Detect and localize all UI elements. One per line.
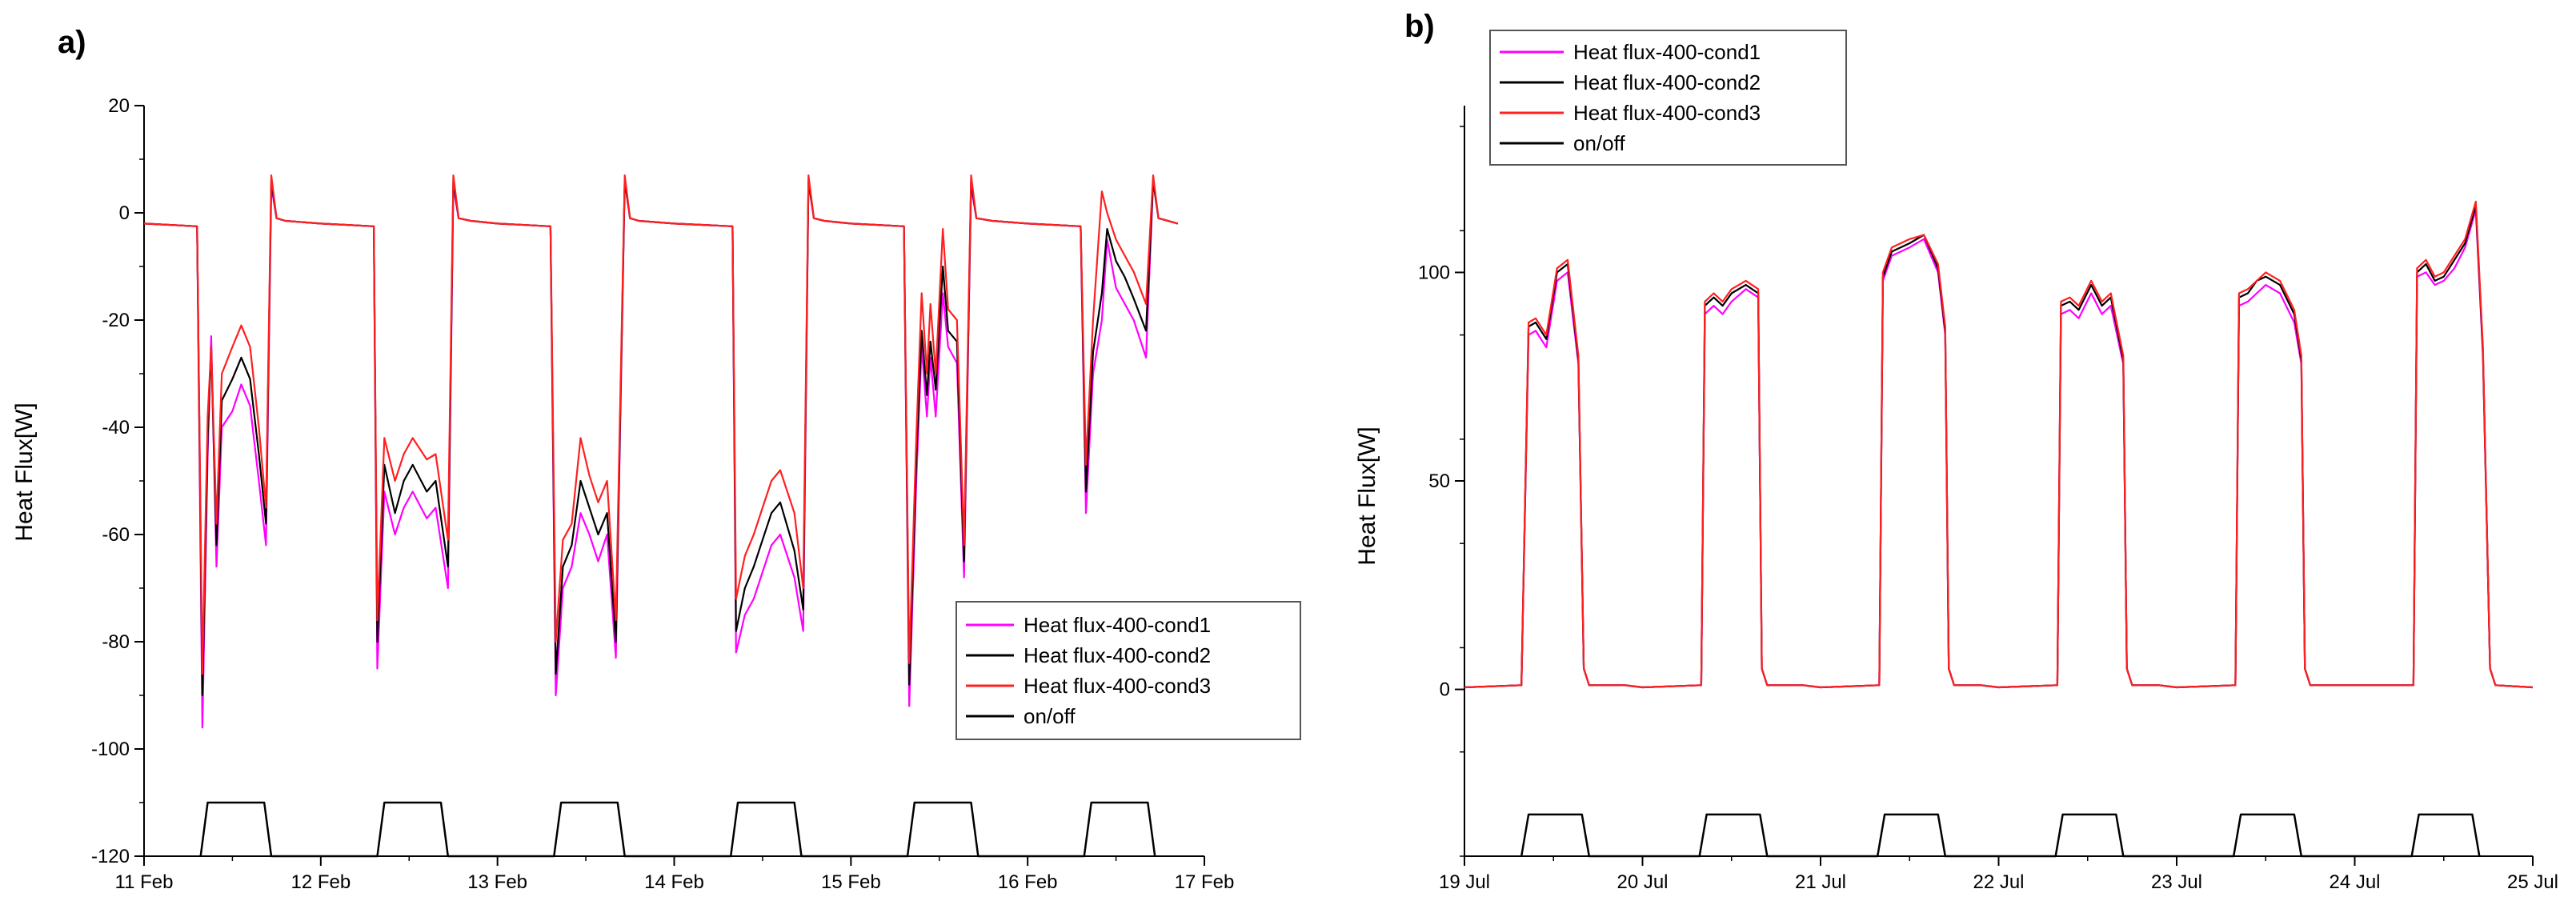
panel-b-xtick-label: 19 Jul bbox=[1439, 871, 1490, 893]
panel-b-label: b) bbox=[1404, 9, 1435, 44]
panel-a-ytick-label: -120 bbox=[91, 846, 130, 867]
panel-a-legend-label: Heat flux-400-cond3 bbox=[1024, 674, 1211, 698]
panel-b-xtick-label: 22 Jul bbox=[1973, 871, 2024, 893]
panel-b-xtick-label: 23 Jul bbox=[2151, 871, 2202, 893]
panel-b-ytick-label: 50 bbox=[1428, 471, 1450, 492]
panel-b-legend-label: on/off bbox=[1573, 131, 1625, 155]
panel-a-xtick-label: 16 Feb bbox=[998, 871, 1058, 893]
panel-a-legend-label: Heat flux-400-cond2 bbox=[1024, 643, 1211, 667]
panel-a: a) Heat Flux[W] 20 0 -20 -40 -60 -80 -100 -120 1… bbox=[11, 25, 1301, 893]
panel-a-xtick-label: 11 Feb bbox=[115, 871, 174, 893]
panel-b-xtick-label: 24 Jul bbox=[2329, 871, 2380, 893]
panel-b-series-cond3 bbox=[1464, 200, 2534, 689]
panel-a-ytick-label: -40 bbox=[102, 417, 130, 438]
panel-b-legend-label: Heat flux-400-cond2 bbox=[1573, 70, 1761, 94]
panel-a-legend-label: Heat flux-400-cond1 bbox=[1024, 613, 1211, 637]
panel-b-series-cond2 bbox=[1464, 205, 2534, 689]
panel-a-xtick-label: 15 Feb bbox=[821, 871, 881, 893]
panel-a-xtick-label: 13 Feb bbox=[467, 871, 527, 893]
panel-b-series-cond1 bbox=[1464, 209, 2534, 689]
panel-b-xtick-label: 25 Jul bbox=[2507, 871, 2558, 893]
panel-a-ytick-label: -60 bbox=[102, 524, 130, 546]
panel-b: b) Heat Flux[W] 100 50 0 19 Jul 20 Jul 21 Jul… bbox=[1354, 9, 2558, 893]
panel-a-series-onoff bbox=[199, 801, 1156, 858]
panel-b-xtick-label: 20 Jul bbox=[1617, 871, 1668, 893]
panel-a-ytick-label: 0 bbox=[119, 202, 130, 224]
panel-a-xtick-label: 12 Feb bbox=[290, 871, 351, 893]
panel-a-legend: Heat flux-400-cond1 Heat flux-400-cond2 He… bbox=[955, 601, 1301, 740]
panel-a-ytick-label: 20 bbox=[108, 95, 130, 117]
panel-b-ylabel: Heat Flux[W] bbox=[1354, 426, 1380, 565]
panel-a-series-cond3 bbox=[143, 174, 1179, 675]
panel-b-series-onoff bbox=[1520, 813, 2481, 858]
panel-a-ylabel: Heat Flux[W] bbox=[11, 402, 38, 541]
panel-a-xtick-label: 17 Feb bbox=[1175, 871, 1235, 893]
panel-b-xtick-label: 21 Jul bbox=[1795, 871, 1846, 893]
panel-b-ytick-label: 0 bbox=[1440, 679, 1450, 701]
panel-a-legend-label: on/off bbox=[1024, 704, 1076, 728]
panel-a-ytick-label: -100 bbox=[91, 739, 130, 760]
panel-a-xtick-label: 14 Feb bbox=[644, 871, 704, 893]
panel-b-legend: Heat flux-400-cond1 Heat flux-400-cond2 He… bbox=[1489, 30, 1847, 166]
panel-b-ytick-label: 100 bbox=[1418, 262, 1450, 283]
panel-a-ytick-label: -20 bbox=[102, 310, 130, 331]
panel-b-legend-label: Heat flux-400-cond1 bbox=[1573, 40, 1761, 64]
panel-a-ytick-label: -80 bbox=[102, 631, 130, 653]
panel-a-label: a) bbox=[58, 25, 86, 60]
panel-b-legend-label: Heat flux-400-cond3 bbox=[1573, 101, 1761, 125]
